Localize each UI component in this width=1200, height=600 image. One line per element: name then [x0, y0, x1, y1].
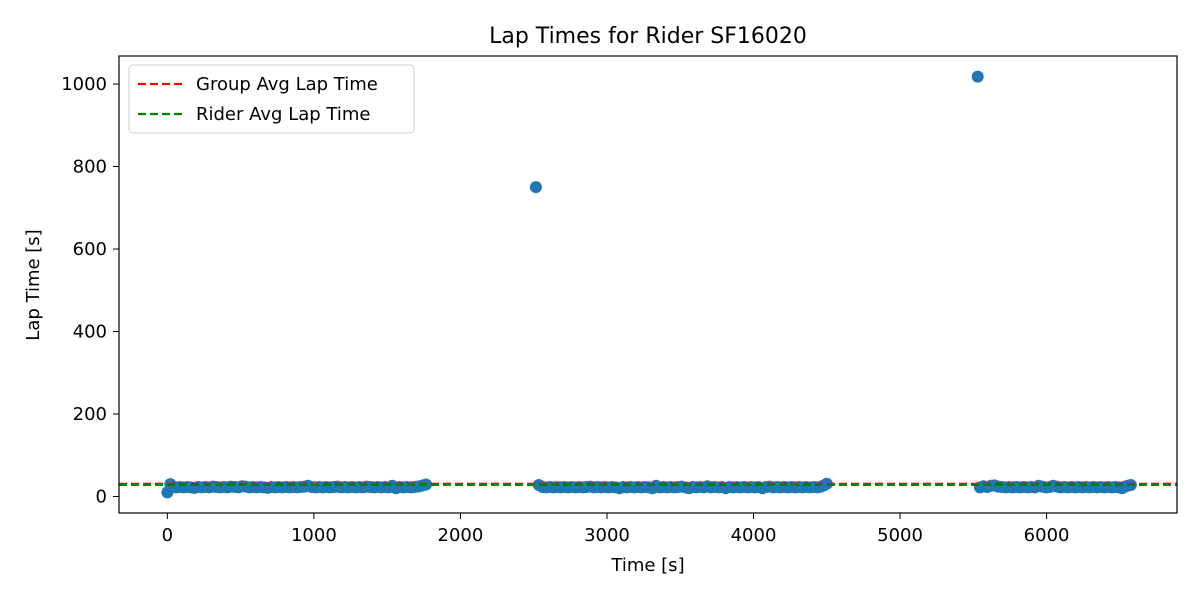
chart-title: Lap Times for Rider SF16020: [489, 24, 807, 49]
legend-box: [128, 64, 415, 134]
reference-lines: [119, 482, 1177, 486]
x-tick-label: 4000: [731, 525, 777, 546]
x-tick-label: 3000: [584, 525, 630, 546]
y-tick-label: 1000: [61, 74, 107, 95]
y-tick-label: 400: [73, 322, 107, 343]
y-tick-label: 200: [73, 404, 107, 425]
x-tick-label: 0: [162, 525, 173, 546]
legend: Group Avg Lap Time Rider Avg Lap Time: [128, 64, 415, 134]
y-axis: 0 200 400 600 800 1000: [61, 74, 119, 508]
x-tick-label: 2000: [438, 525, 484, 546]
data-point: [971, 70, 984, 83]
plot-frame: [118, 55, 1178, 514]
legend-label-group-avg: Group Avg Lap Time: [196, 74, 378, 95]
x-axis-label: Time [s]: [610, 555, 684, 576]
y-tick-label: 600: [73, 239, 107, 260]
x-tick-label: 6000: [1024, 525, 1070, 546]
y-tick-label: 0: [96, 487, 107, 508]
y-tick-label: 800: [73, 157, 107, 178]
y-axis-label: Lap Time [s]: [23, 229, 44, 340]
x-tick-label: 5000: [877, 525, 923, 546]
x-tick-label: 1000: [291, 525, 337, 546]
data-point: [529, 181, 542, 194]
data-point: [820, 477, 833, 490]
legend-label-rider-avg: Rider Avg Lap Time: [196, 104, 370, 125]
x-axis: 0 1000 2000 3000 4000 5000 6000: [162, 513, 1070, 546]
plot-area: [119, 70, 1177, 499]
